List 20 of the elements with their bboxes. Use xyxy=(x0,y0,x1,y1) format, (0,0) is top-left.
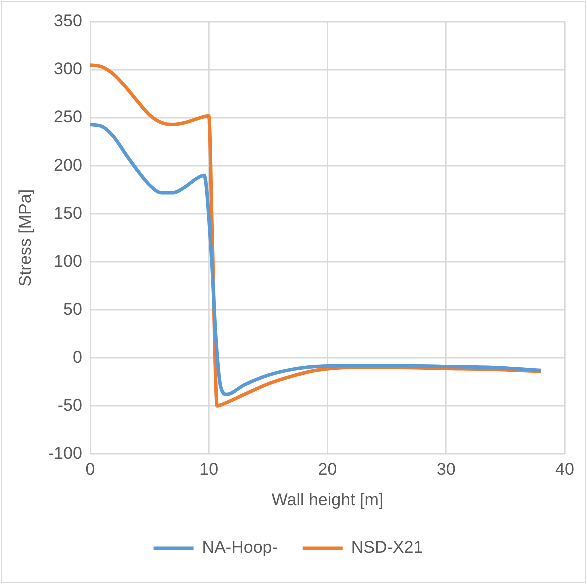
y-tick-label: 100 xyxy=(54,252,82,271)
y-tick-label: 150 xyxy=(54,204,82,223)
y-tick-label: 250 xyxy=(54,108,82,127)
y-tick-label: -50 xyxy=(58,396,82,415)
y-tick-label: 50 xyxy=(64,300,82,319)
line-series xyxy=(90,123,544,396)
y-tick-label: 350 xyxy=(54,12,82,31)
x-tick-label: 10 xyxy=(200,460,219,480)
y-tick-label: 200 xyxy=(54,156,82,175)
x-tick-label: 40 xyxy=(556,460,574,480)
x-axis-title: Wall height [m] xyxy=(272,490,384,510)
legend-label: NSD-X21 xyxy=(351,538,424,558)
y-axis-title: Stress [MPa] xyxy=(16,189,35,287)
y-tick-label: 300 xyxy=(54,60,82,79)
x-tick-label: 30 xyxy=(436,460,456,480)
x-tick-label: 0 xyxy=(86,460,96,480)
x-tick-label: 20 xyxy=(318,460,338,480)
y-tick-label: -100 xyxy=(48,444,82,463)
legend-label: NA-Hoop- xyxy=(202,538,278,558)
y-tick-label: 0 xyxy=(72,348,82,367)
